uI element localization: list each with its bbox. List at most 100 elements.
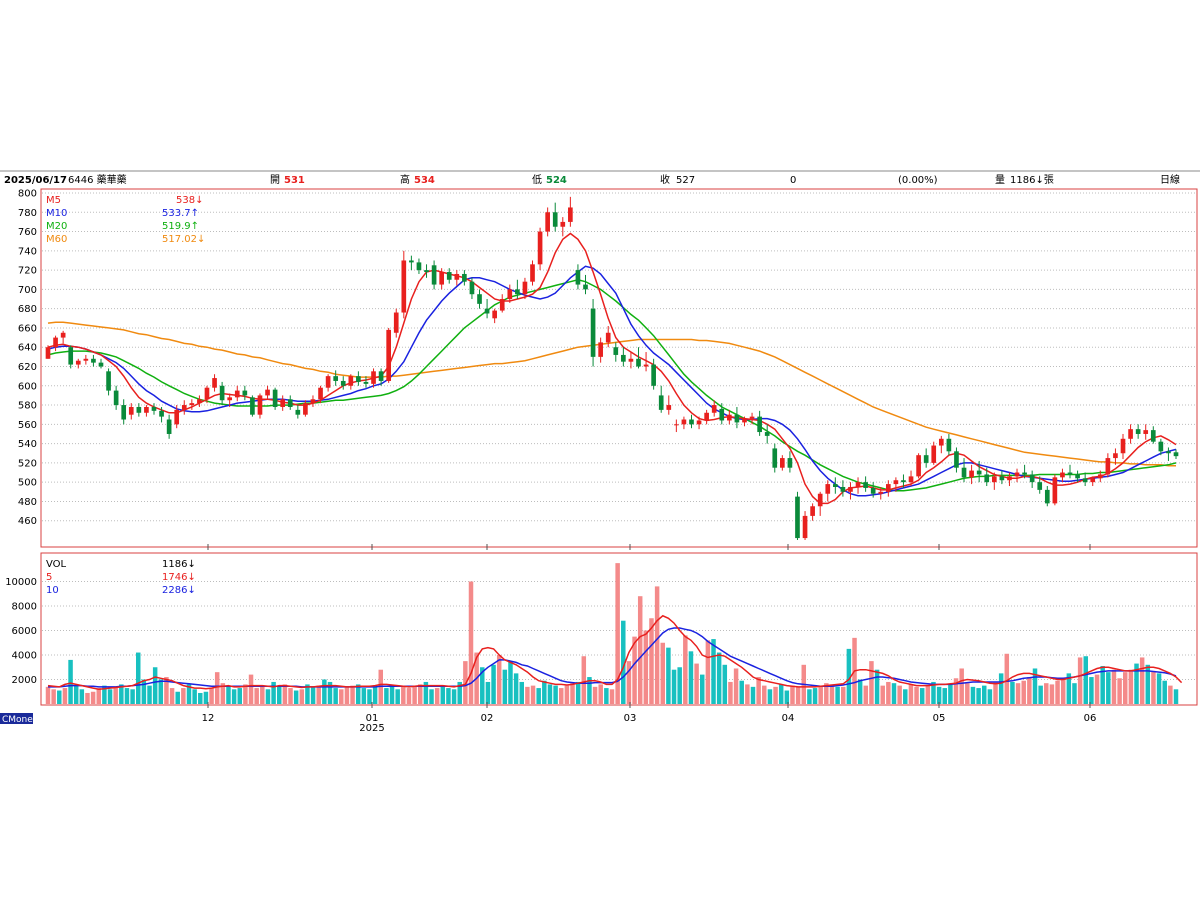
volume-bar [361,688,367,704]
volume-bar [778,684,784,704]
volume-bar [767,689,773,704]
candle-body [1097,474,1103,479]
candle-body [265,389,270,396]
volume-bar [987,689,993,704]
volume-bar [694,663,699,704]
volume-bar [327,681,333,704]
volume-bar [914,686,919,704]
legend-vol5-value: 1746↓ [162,572,196,583]
header-period[interactable]: 日線 [1160,173,1180,186]
header-stock: 6446 藥華藥 [68,174,127,186]
volume-bar [575,681,581,704]
candle-body [348,376,354,386]
candle-body [901,480,906,483]
volume-bar [790,685,795,704]
candle-body [340,380,346,386]
volume-bar [1072,683,1077,704]
volume-bar [440,685,446,704]
header-open-value: 531 [284,175,305,186]
volume-bar [434,688,440,704]
header-close-value: 527 [676,175,695,186]
candle-body [1067,472,1073,475]
volume-tick-label: 2000 [12,675,37,686]
volume-bar [654,586,660,704]
price-tick-label: 760 [18,227,37,238]
candle-body [605,332,611,343]
volume-tick-label: 4000 [12,651,37,662]
candle-body [658,395,664,410]
candle-body [401,260,407,313]
volume-bar [925,685,931,704]
candle-body [454,273,460,280]
candle-body [1044,489,1050,504]
candle-body [931,445,937,463]
volume-bar [1117,678,1122,704]
volume-bar [880,685,885,704]
candle-body [961,467,967,478]
volume-bar [953,678,959,704]
candle-body [855,482,861,487]
header-low-label: 低 [532,173,542,186]
price-tick-label: 680 [18,304,37,315]
candle-body [492,310,497,319]
candle-body [75,360,81,365]
volume-bar [451,689,457,704]
legend-m60-value: 517.02↓ [162,234,205,245]
volume-bar [209,688,214,704]
candle-body [60,332,66,338]
volume-bar [265,689,271,704]
volume-bar [186,684,192,704]
candle-body [954,451,959,468]
candle-body [424,270,429,273]
candle-body [144,406,149,413]
candle-body [310,399,316,404]
volume-bar [564,685,570,704]
volume-bar [158,679,164,704]
volume-bar [384,688,389,704]
volume-bar [722,664,728,704]
volume-panel-frame [40,552,1198,706]
candle-body [386,329,392,381]
candle-body [1135,429,1141,434]
candle-body [681,419,687,425]
volume-bar [169,688,175,704]
header-open-label: 開 [270,174,280,186]
candle-body [780,458,785,468]
candle-body [848,486,853,492]
price-tick-label: 600 [18,381,37,392]
volume-tick-label: 6000 [12,626,37,637]
candle-body [923,455,929,463]
candle-body [431,265,437,285]
volume-bar [818,686,823,704]
header-bar: 2025/06/17 6446 藥華藥 開 531 高 534 低 524 收 … [0,170,1200,186]
volume-bar [891,683,897,704]
volume-bar [942,688,948,704]
volume-bar [220,683,226,704]
candle-body [91,358,96,363]
candle-body [318,387,323,400]
candle-body [545,212,550,232]
candle-body [863,482,868,488]
volume-y-axis: 10000 8000 6000 4000 2000 [5,577,37,686]
candle-body [106,371,111,391]
candle-body [128,406,134,415]
candle-body [409,260,414,263]
volume-bar [90,691,96,704]
volume-bar [1032,668,1038,704]
x-tick-label: 04 [782,713,795,724]
brand-label: CMoney [2,715,39,725]
candle-body [742,418,747,423]
candle-body [53,337,58,348]
candle-body [590,308,596,357]
volume-bars [45,563,1179,704]
volume-bar [824,683,829,704]
volume-bar [124,688,130,704]
volume-bar [795,686,801,704]
volume-bar [807,689,812,704]
volume-bar [762,685,767,704]
volume-bar [632,636,637,704]
volume-bar [1077,657,1083,704]
x-year-label: 2025 [359,723,384,734]
candle-body [969,470,974,478]
volume-bar [288,688,293,704]
